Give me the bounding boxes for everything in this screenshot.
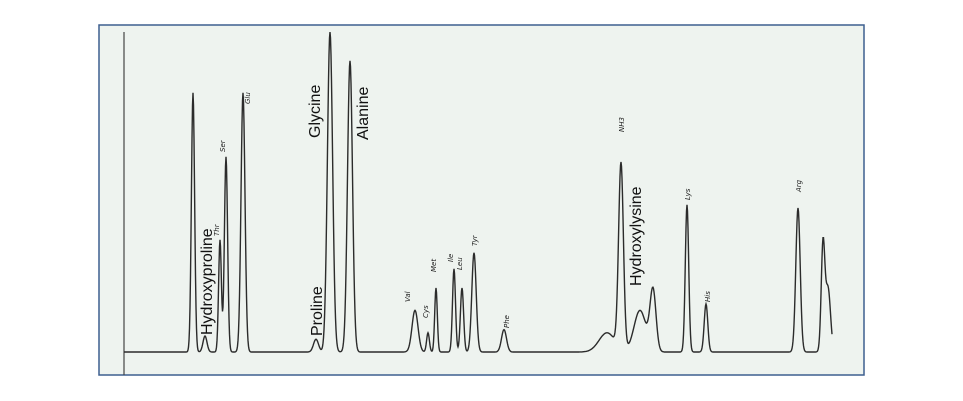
peak-label-nh3: NH3: [618, 117, 626, 132]
peak-label-ile: Ile: [447, 254, 455, 262]
peak-label-thr: Thr: [213, 223, 221, 236]
peak-label-val: Val: [404, 291, 412, 302]
peak-label-phe: Phe: [503, 315, 511, 328]
chromatogram-trace: [124, 31, 833, 353]
peak-label-tyr: Tyr: [471, 234, 479, 246]
peak-label-hydroxylysine: Hydroxylysine: [628, 186, 645, 286]
peak-label-his: His: [704, 291, 712, 302]
trace-layer: [124, 31, 833, 353]
peak-label-proline: Proline: [309, 286, 326, 336]
peak-label-alanine: Alanine: [355, 87, 372, 140]
peak-label-hydroxyproline: Hydroxyproline: [199, 228, 216, 335]
peak-label-glu: Glu: [244, 92, 252, 104]
peak-label-arg: Arg: [795, 179, 803, 193]
peak-label-cys: Cys: [422, 305, 430, 318]
peak-label-met: Met: [430, 259, 438, 272]
peak-label-glycine: Glycine: [307, 85, 324, 138]
peak-label-ser: Ser: [219, 139, 227, 152]
peak-label-lys: Lys: [684, 188, 692, 200]
peak-label-leu: Leu: [456, 257, 464, 270]
